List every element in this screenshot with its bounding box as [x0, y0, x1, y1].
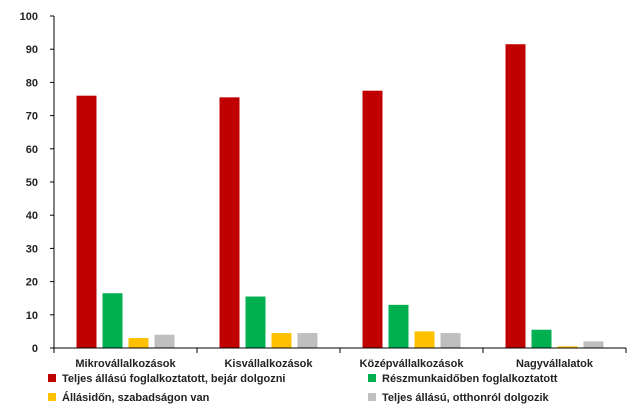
x-axis: Mikrovállalkozások Kisvállalkozások Középv… [53, 347, 627, 370]
y-tick-label: 100 [20, 11, 38, 23]
y-tick-label: 60 [26, 144, 38, 156]
bar [362, 90, 383, 348]
y-tick-label: 30 [26, 243, 38, 255]
bar [102, 293, 123, 348]
bar [271, 333, 292, 348]
bar [76, 95, 97, 349]
legend-swatch [368, 393, 376, 401]
bars [76, 44, 604, 349]
legend-label: Állásidőn, szabadságon van [62, 391, 210, 404]
y-tick-label: 20 [26, 277, 38, 289]
y-tick-label: 10 [26, 310, 38, 322]
legend-label: Teljes állású foglalkoztatott, bejár dol… [62, 373, 286, 385]
x-tick-label: Kisvállalkozások [224, 358, 313, 370]
bar [297, 333, 318, 348]
y-tick-label: 50 [26, 177, 38, 189]
legend-swatch [48, 393, 56, 401]
y-tick-label: 0 [32, 343, 38, 355]
legend-swatch [368, 374, 376, 382]
y-tick-label: 40 [26, 210, 38, 222]
y-axis: 0 10 20 30 40 50 60 70 80 90 100 [20, 11, 55, 355]
bar [388, 304, 409, 348]
bar [531, 329, 552, 348]
bar [505, 44, 526, 348]
legend-label: Részmunkaidőben foglalkoztatott [382, 373, 558, 385]
y-tick-label: 70 [26, 111, 38, 123]
bar [440, 333, 461, 348]
legend: Teljes állású foglalkoztatott, bejár dol… [48, 373, 558, 404]
y-tick-label: 80 [26, 77, 38, 89]
legend-label: Teljes állású, otthonról dolgozik [382, 392, 550, 404]
y-tick-label: 90 [26, 44, 38, 56]
bar [245, 296, 266, 348]
bar [557, 346, 578, 348]
bar [414, 331, 435, 348]
bar [219, 97, 240, 348]
bar [154, 334, 175, 348]
x-tick-label: Nagyvállalatok [516, 358, 594, 370]
x-tick-label: Középvállalkozások [360, 358, 465, 370]
bar [583, 341, 604, 348]
x-tick-label: Mikrovállalkozások [75, 358, 176, 370]
legend-swatch [48, 374, 56, 382]
bar [128, 338, 149, 348]
